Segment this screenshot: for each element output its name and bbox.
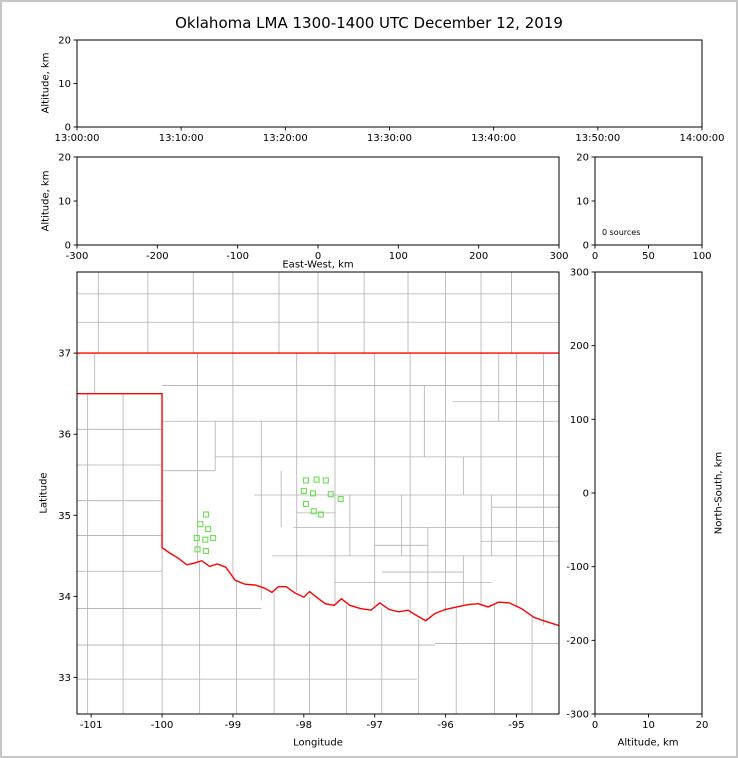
x-tick-label: 10 xyxy=(642,720,655,731)
state-border-line xyxy=(77,392,559,627)
axes-frame xyxy=(594,271,703,715)
y-tick-label: 20 xyxy=(58,36,71,47)
axes-frame xyxy=(76,156,560,246)
lma-station-marker xyxy=(300,487,307,495)
x-tick-label: -200 xyxy=(146,251,169,262)
x-tick-label: 300 xyxy=(549,251,568,262)
y-tick-label: 10 xyxy=(58,197,71,208)
x-tick-label: 100 xyxy=(692,251,711,262)
lma-station-marker xyxy=(337,496,344,503)
panel-ew_height_panel: -300 -200 -100 0 100 200 300 0 10 20 xyxy=(58,153,568,263)
x-tick-label: 0 xyxy=(592,251,598,262)
ew-height-xlabel: East-West, km xyxy=(282,259,354,271)
x-tick-label: 13:10:00 xyxy=(159,133,204,144)
x-tick-label: -95 xyxy=(508,720,524,731)
y-tick-label: 0 xyxy=(65,241,71,252)
x-tick-label: -101 xyxy=(80,720,103,731)
lma-station-marker xyxy=(202,547,210,555)
lma-station-marker xyxy=(313,476,320,483)
panel-altitude_histogram_panel: 0 sources 0 50 100 0 10 20 xyxy=(576,153,711,263)
x-tick-label: 20 xyxy=(696,720,709,731)
x-tick-label: 100 xyxy=(389,251,408,262)
y-tick-label: 100 xyxy=(570,415,589,426)
lma-station-marker xyxy=(302,477,310,484)
figure-title: Oklahoma LMA 1300-1400 UTC December 12, … xyxy=(175,14,563,32)
y-tick-label: 33 xyxy=(58,673,71,684)
y-tick-label: 0 xyxy=(65,123,71,134)
x-tick-label: -99 xyxy=(225,720,241,731)
y-tick-label: 20 xyxy=(58,153,71,164)
y-tick-label: 0 xyxy=(583,241,589,252)
y-tick-label: 37 xyxy=(58,349,71,360)
y-tick-label: -100 xyxy=(566,562,589,573)
y-tick-label: 300 xyxy=(570,268,589,279)
x-tick-label: 13:00:00 xyxy=(55,133,100,144)
x-tick-label: 0 xyxy=(592,720,598,731)
x-tick-label: 13:20:00 xyxy=(263,133,308,144)
y-tick-label: 0 xyxy=(583,489,589,500)
x-tick-label: -97 xyxy=(367,720,383,731)
lma-station-marker xyxy=(210,534,217,542)
lma-station-marker xyxy=(197,521,204,528)
map-xlabel: Longitude xyxy=(293,737,343,749)
panel-time_height_panel: 13:00:00 13:10:00 13:20:00 13:30:00 13:40:00… xyxy=(55,36,725,145)
axes-frame xyxy=(76,39,703,128)
y-tick-label: -200 xyxy=(566,636,589,647)
lma-station-marker xyxy=(202,536,209,543)
annotation-sources-count: 0 sources xyxy=(602,228,640,237)
y-tick-label: 200 xyxy=(570,341,589,352)
x-tick-label: 13:30:00 xyxy=(367,133,412,144)
y-tick-label: 34 xyxy=(58,592,71,603)
panel-ns_height_panel: 0 10 20 -300 -200 -100 0 100 200 300 xyxy=(566,268,708,732)
x-tick-label: 200 xyxy=(469,251,488,262)
y-tick-label: 10 xyxy=(576,197,589,208)
lma-station-marker xyxy=(202,511,210,518)
x-tick-label: -98 xyxy=(296,720,312,731)
x-tick-label: 13:40:00 xyxy=(471,133,516,144)
x-tick-label: 13:50:00 xyxy=(575,133,620,144)
lma-station-marker xyxy=(193,534,200,542)
y-tick-label: 36 xyxy=(58,430,71,441)
x-tick-label: -100 xyxy=(226,251,249,262)
x-tick-label: -300 xyxy=(66,251,89,262)
y-tick-label: 10 xyxy=(58,79,71,90)
panel-map_panel: -101 -100 -99 -98 -97 -96 -95 33 34 35 36 37 xyxy=(58,271,560,731)
y-tick-label: 20 xyxy=(576,153,589,164)
x-tick-label: 50 xyxy=(642,251,655,262)
lma-station-marker xyxy=(310,508,317,515)
lma-station-marker xyxy=(309,490,317,497)
x-tick-label: 14:00:00 xyxy=(680,133,725,144)
axes-frame xyxy=(76,271,560,715)
x-tick-label: -96 xyxy=(437,720,453,731)
lma-station-marker xyxy=(322,477,329,484)
ns-height-xlabel: Altitude, km xyxy=(617,737,679,749)
lma-station-marker xyxy=(194,546,201,553)
y-tick-label: -300 xyxy=(566,710,589,721)
x-tick-label: 0 xyxy=(315,251,321,262)
x-tick-label: -100 xyxy=(151,720,174,731)
lma-station-marker xyxy=(327,491,334,498)
lma-station-marker xyxy=(302,500,310,507)
y-tick-label: 35 xyxy=(58,511,71,522)
lma-station-marker xyxy=(205,526,212,533)
lma-station-marker xyxy=(317,511,324,518)
